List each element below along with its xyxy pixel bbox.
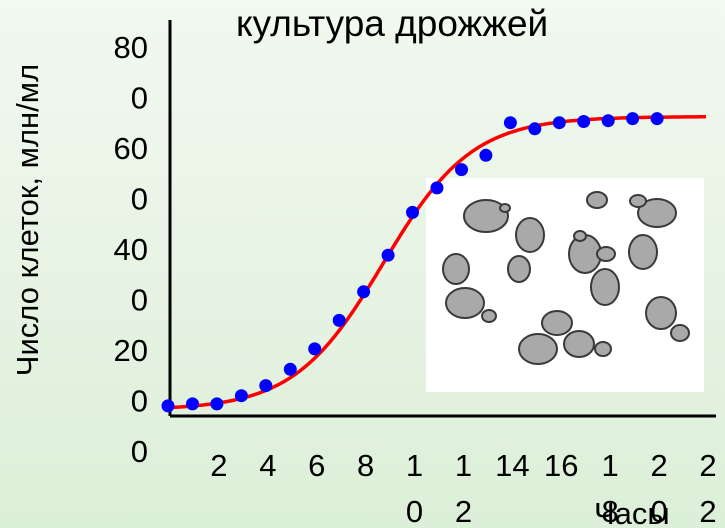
x-tick-label: 4 xyxy=(259,448,276,483)
x-tick-label: 6 xyxy=(308,448,325,483)
x-tick-label: 2 xyxy=(699,448,716,483)
y-tick-label: 0 xyxy=(131,283,148,318)
data-point xyxy=(259,379,273,393)
data-point xyxy=(308,342,322,356)
x-tick-label: 2 xyxy=(455,494,472,528)
data-point xyxy=(234,389,248,403)
data-point xyxy=(186,397,199,411)
y-axis-label: Число клеток, млн/мл xyxy=(10,64,45,376)
x-tick-label: 1 xyxy=(455,448,472,483)
y-tick-label: 0 xyxy=(131,384,148,419)
data-point xyxy=(528,122,542,136)
data-point xyxy=(430,181,444,195)
data-point xyxy=(210,397,224,411)
y-tick-label: 0 xyxy=(131,81,148,116)
x-tick-label: 16 xyxy=(544,448,578,483)
x-tick-label: 0 xyxy=(406,494,423,528)
yeast-micrograph-inset xyxy=(426,178,704,392)
data-point xyxy=(650,112,664,126)
y-tick-label: 40 xyxy=(114,232,148,267)
x-tick-label: 8 xyxy=(357,448,374,483)
x-tick-label: 2 xyxy=(650,448,667,483)
chart-title: культура дрожжей xyxy=(236,3,548,44)
data-point xyxy=(601,114,615,128)
x-tick-label: 8 xyxy=(602,494,619,528)
y-tick-label: 80 xyxy=(114,30,148,65)
data-point xyxy=(381,248,395,262)
data-points xyxy=(161,112,664,413)
x-tick-label: 1 xyxy=(602,448,619,483)
x-tick-label: 14 xyxy=(495,448,529,483)
y-tick-label: 20 xyxy=(114,333,148,368)
data-point xyxy=(577,115,591,128)
x-tick-label: 1 xyxy=(406,448,423,483)
data-point xyxy=(455,163,468,177)
data-point xyxy=(332,313,346,327)
x-tick-label: 0 xyxy=(650,494,667,528)
data-point xyxy=(406,205,419,219)
y-tick-label: 0 xyxy=(131,182,148,217)
data-point xyxy=(626,112,640,126)
x-axis-label: Часы xyxy=(594,496,670,528)
data-point xyxy=(503,116,517,130)
data-point xyxy=(479,148,493,162)
y-tick-label: 60 xyxy=(114,131,148,166)
data-point xyxy=(161,399,175,413)
y-tick-labels: 80 0 60 0 40 0 20 0 0 xyxy=(114,30,148,469)
data-point xyxy=(283,362,297,376)
data-point xyxy=(357,285,371,299)
x-tick-label: 2 xyxy=(699,494,716,528)
y-tick-label: 0 xyxy=(131,434,148,469)
data-point xyxy=(552,116,566,130)
x-tick-label: 2 xyxy=(210,448,227,483)
